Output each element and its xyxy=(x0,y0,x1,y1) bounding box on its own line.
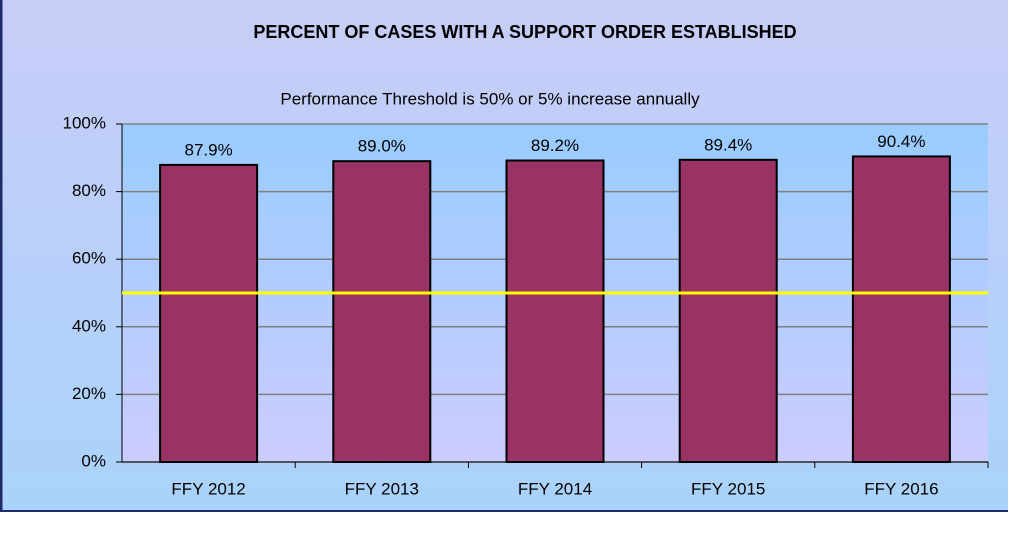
y-tick-label: 20% xyxy=(72,384,106,403)
data-label: 87.9% xyxy=(184,140,232,159)
y-tick-label: 80% xyxy=(72,181,106,200)
chart-title: PERCENT OF CASES WITH A SUPPORT ORDER ES… xyxy=(253,22,796,42)
y-tick-label: 100% xyxy=(63,113,106,132)
x-tick-label: FFY 2016 xyxy=(864,479,938,498)
x-tick-label: FFY 2012 xyxy=(171,479,245,498)
chart-subtitle: Performance Threshold is 50% or 5% incre… xyxy=(280,89,700,108)
y-tick-label: 40% xyxy=(72,316,106,335)
x-tick-label: FFY 2014 xyxy=(518,479,592,498)
x-tick-label: FFY 2015 xyxy=(691,479,765,498)
bar xyxy=(678,158,778,463)
bar xyxy=(332,160,432,463)
bar xyxy=(505,159,605,463)
data-label: 90.4% xyxy=(877,132,925,151)
data-label: 89.0% xyxy=(358,137,406,156)
bar xyxy=(159,163,259,463)
x-tick-label: FFY 2013 xyxy=(345,479,419,498)
y-tick-label: 0% xyxy=(81,451,106,470)
data-label: 89.4% xyxy=(704,135,752,154)
bar xyxy=(851,155,951,463)
data-label: 89.2% xyxy=(531,136,579,155)
y-tick-label: 60% xyxy=(72,249,106,268)
